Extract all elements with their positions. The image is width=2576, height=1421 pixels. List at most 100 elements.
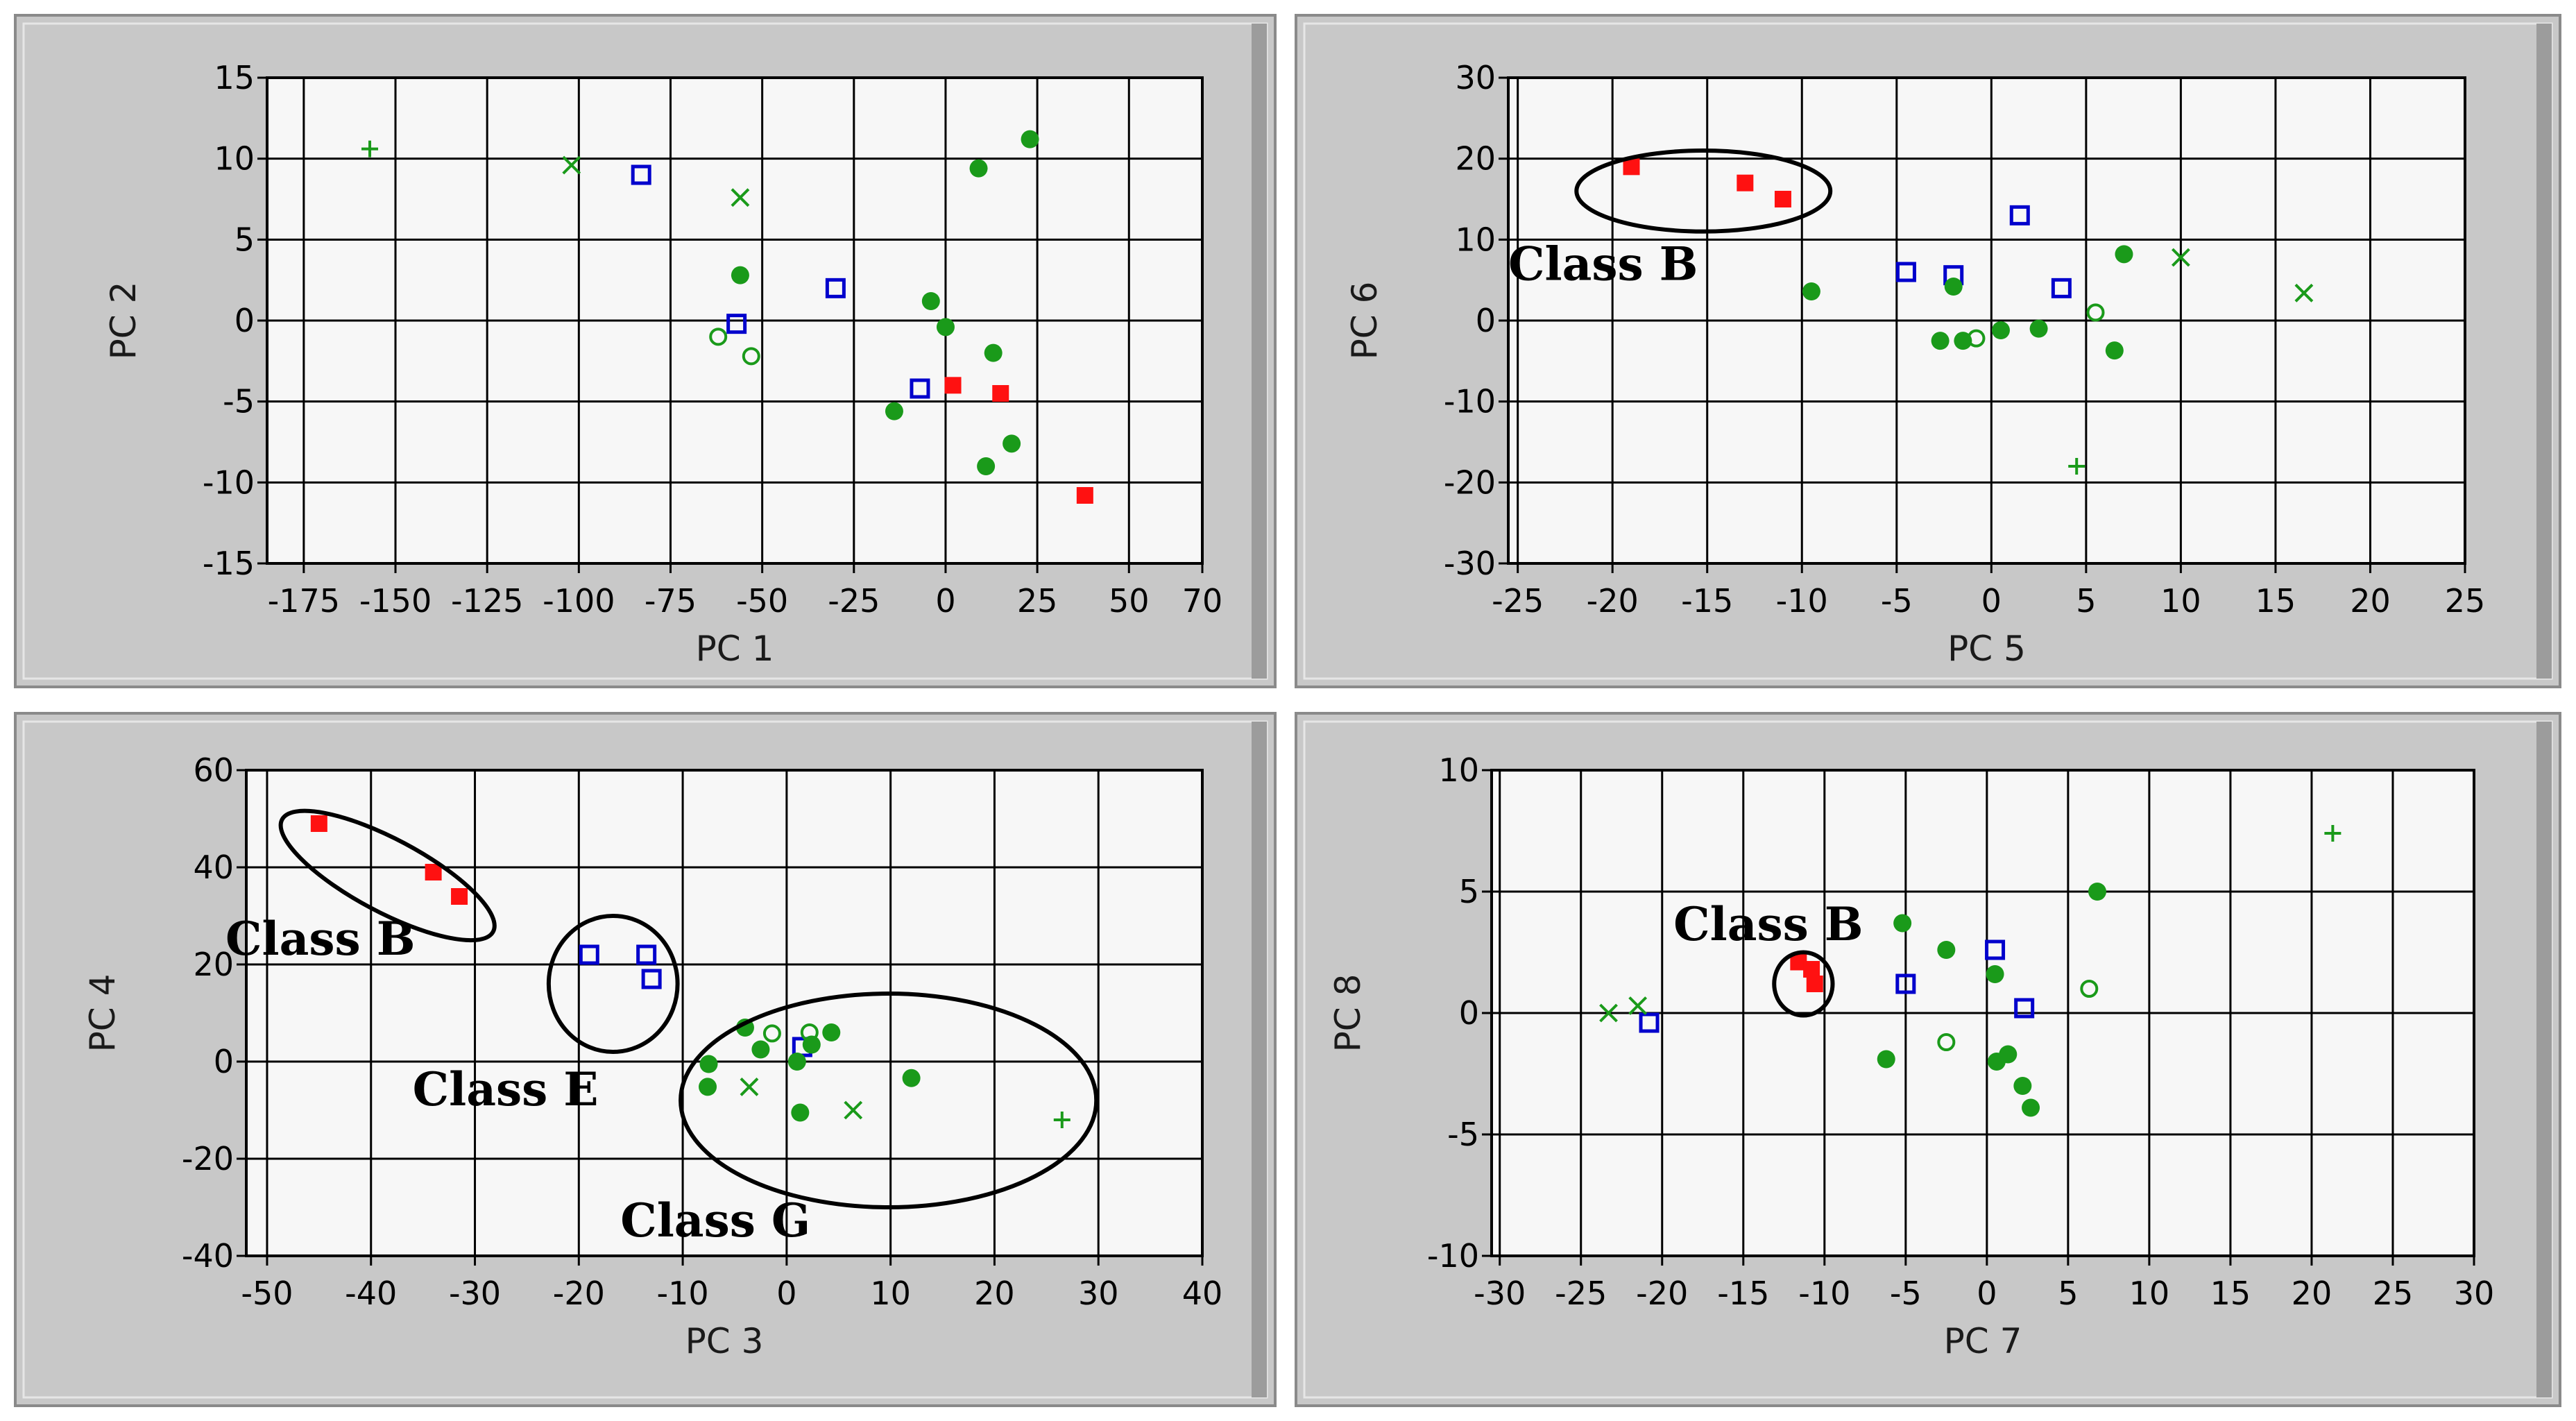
data-point-filled-square (1737, 174, 1754, 192)
data-point-filled-circle (731, 266, 749, 284)
x-tick-label: -30 (449, 1275, 501, 1312)
panel-edge-shadow (2536, 722, 2552, 1397)
x-tick-label: 0 (935, 582, 955, 620)
data-point-filled-circle (936, 318, 955, 337)
y-axis-label: PC 2 (103, 282, 144, 360)
data-point-open-circle (2080, 980, 2099, 998)
x-tick-label: 15 (2255, 582, 2296, 620)
data-point-filled-circle (1893, 914, 1912, 933)
data-point-filled-circle (2088, 883, 2107, 901)
data-point-open-circle (742, 347, 760, 366)
data-point-open-square (825, 278, 846, 298)
data-point-filled-square (425, 864, 442, 880)
data-point-open-square (579, 944, 599, 965)
data-point-filled-circle (1986, 965, 2004, 983)
chart-panel-4: -30 -25 -20 -15 -10 -5 0 5 10 15 20 25 30 -10 -5 0 5 10 PC… (1295, 712, 2561, 1407)
y-tick-label: 5 (1459, 873, 1479, 910)
x-tick-label: 0 (1977, 1275, 1997, 1312)
data-point-open-square (2009, 205, 2030, 226)
data-point-open-circle (800, 1023, 819, 1041)
x-tick-label: -20 (1636, 1275, 1688, 1312)
data-point-x (1599, 1003, 1618, 1023)
data-point-x (2171, 248, 2190, 267)
data-point-filled-circle (1944, 278, 1963, 296)
x-tick-label: 30 (2454, 1275, 2495, 1312)
x-tick-label: 0 (776, 1275, 796, 1312)
y-axis-label: PC 8 (1328, 974, 1368, 1053)
data-point-filled-circle (1021, 130, 1039, 148)
data-point-open-circle (2086, 303, 2105, 322)
data-point-open-circle (762, 1024, 781, 1043)
y-tick-label: 60 (193, 751, 234, 789)
data-point-x (1628, 996, 1648, 1015)
class-ellipse (679, 992, 1099, 1209)
y-tick-label: 0 (234, 302, 255, 339)
x-tick-label: 15 (2210, 1275, 2251, 1312)
data-point-filled-circle (885, 402, 903, 420)
y-tick-label: 30 (1455, 59, 1496, 96)
data-point-open-square (2051, 278, 2072, 298)
chart-panel-1: -175 -150 -125 -100 -75 -50 -25 0 25 50 70-15-10-5… (14, 14, 1277, 688)
data-point-filled-circle (787, 1053, 806, 1071)
y-tick-label: -10 (203, 463, 255, 501)
data-point-open-square (1985, 939, 2006, 960)
x-tick-label: -25 (1555, 1275, 1607, 1312)
x-tick-label: -150 (359, 582, 432, 620)
panel-edge-shadow (1252, 722, 1267, 1397)
data-point-x (2294, 283, 2314, 303)
y-tick-label: 5 (234, 221, 255, 258)
class-ellipse (1772, 950, 1835, 1018)
x-tick-label: 20 (974, 1275, 1015, 1312)
data-point-open-circle (709, 327, 728, 346)
class-label: Class B (1673, 897, 1863, 951)
y-tick-label: 0 (1459, 994, 1479, 1032)
x-tick-label: 30 (1078, 1275, 1119, 1312)
x-tick-label: -75 (645, 582, 697, 620)
chart-panel-2: -25 -20 -15 -10 -5 0 5 10 15 20 25 -30 -20 -10 0 10 20 30… (1295, 14, 2561, 688)
y-tick-label: 40 (193, 849, 234, 886)
data-point-x (562, 155, 581, 175)
x-tick-label: -100 (543, 582, 615, 620)
data-point-filled-circle (791, 1103, 810, 1122)
y-tick-label: -10 (1444, 383, 1496, 420)
y-tick-label: 15 (214, 59, 255, 96)
data-point-open-square (726, 314, 747, 334)
data-point-filled-circle (2022, 1098, 2040, 1117)
y-tick-label: -5 (1447, 1116, 1479, 1153)
x-tick-label: -10 (657, 1275, 709, 1312)
x-tick-label: 20 (2350, 582, 2391, 620)
data-point-filled-square (1623, 158, 1640, 176)
data-point-filled-circle (699, 1055, 718, 1073)
data-point-filled-square (310, 815, 327, 832)
class-label: Class B (1508, 237, 1698, 291)
data-point-open-square (631, 164, 651, 185)
data-point-open-circle (1967, 329, 1986, 348)
y-tick-label: 20 (1455, 140, 1496, 178)
y-tick-label: 10 (1438, 751, 1479, 789)
x-axis-label: PC 5 (1947, 629, 2026, 669)
x-tick-label: -25 (828, 582, 880, 620)
y-tick-label: -15 (203, 545, 255, 582)
y-tick-label: -5 (223, 383, 255, 420)
x-tick-label: -30 (1474, 1275, 1526, 1312)
y-tick-label: -30 (1444, 545, 1496, 582)
data-point-plus (361, 140, 379, 158)
data-point-plus (1053, 1112, 1071, 1128)
plot-border (245, 769, 1204, 1257)
x-tick-label: 25 (2445, 582, 2486, 620)
data-point-filled-circle (751, 1040, 770, 1059)
y-tick-label: 0 (214, 1043, 234, 1080)
panel-edge-shadow (2536, 24, 2552, 679)
y-axis-label: PC 6 (1345, 282, 1385, 360)
panel-edge-shadow (1252, 24, 1267, 679)
data-point-filled-circle (1931, 332, 1950, 350)
data-point-filled-square (451, 888, 468, 905)
x-tick-label: -15 (1681, 582, 1733, 620)
x-tick-label: -175 (268, 582, 340, 620)
y-tick-label: -40 (182, 1237, 234, 1275)
y-tick-label: 20 (193, 946, 234, 983)
data-point-filled-circle (1937, 941, 1956, 959)
data-point-open-square (641, 969, 662, 989)
data-point-filled-square (1076, 487, 1093, 504)
data-point-filled-circle (902, 1069, 921, 1087)
